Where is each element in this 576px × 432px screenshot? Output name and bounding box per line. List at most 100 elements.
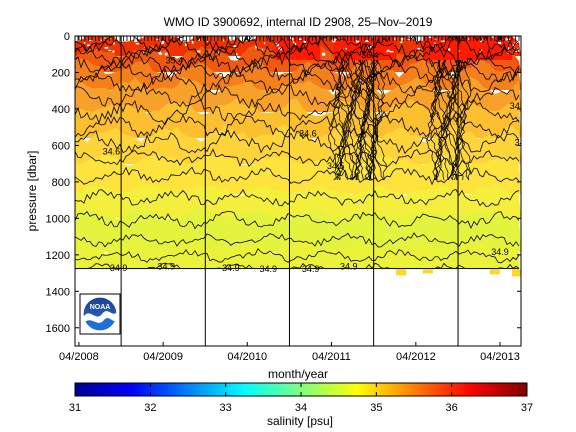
- contour-line: [75, 59, 520, 86]
- contour-line: [373, 59, 387, 181]
- surface-gap: [78, 39, 80, 41]
- contour-label: 34.9: [491, 247, 509, 257]
- surface-gap: [112, 50, 115, 53]
- x-tick-label: 04/2010: [227, 351, 267, 363]
- surface-gap: [367, 45, 372, 47]
- surface-gap: [164, 52, 168, 56]
- surface-gap: [321, 52, 326, 56]
- surface-gap: [334, 38, 337, 41]
- colorbar-tick-label: 34: [295, 402, 307, 414]
- contour-line: [327, 59, 342, 181]
- colorbar-tick-label: 33: [220, 402, 232, 414]
- surface-gap: [233, 45, 237, 49]
- surface-gap: [235, 53, 238, 56]
- colorbar-tick-label: 37: [521, 402, 533, 414]
- contour-line: [458, 59, 472, 181]
- contour-line: [440, 59, 454, 181]
- contour-line: [75, 43, 520, 69]
- surface-gap: [514, 47, 518, 51]
- surface-gap: [506, 47, 510, 50]
- surface-gap: [158, 51, 161, 54]
- surface-gap: [255, 45, 258, 49]
- surface-gap: [480, 49, 483, 52]
- chart-title: WMO ID 3900692, internal ID 2908, 25–Nov…: [164, 15, 433, 29]
- y-tick-label: 400: [52, 104, 70, 116]
- contour-line: [75, 232, 520, 248]
- high-salinity-patch: [422, 36, 513, 60]
- contour-line: [337, 59, 350, 181]
- surface-gap: [156, 39, 160, 41]
- contour-label: 34.7: [510, 101, 528, 111]
- salinity-band: [75, 184, 521, 218]
- surface-gap: [428, 36, 433, 39]
- contour-line: [425, 59, 440, 181]
- surface-gap: [263, 42, 266, 45]
- y-tick-label: 800: [52, 177, 70, 189]
- contour-label: 34.5: [327, 161, 345, 171]
- contour-line: [346, 59, 360, 181]
- y-tick-label: 1200: [46, 250, 70, 262]
- surface-gap: [400, 37, 405, 41]
- surface-gap: [160, 41, 165, 44]
- x-axis: 04/2008 04/2009 04/2010 04/2011 04/2012 04/20…: [59, 36, 520, 363]
- contour-line: [75, 69, 520, 95]
- contour-label: 34.6: [103, 147, 121, 157]
- surface-gap: [260, 49, 263, 51]
- salinity-band: [75, 98, 521, 138]
- contour-line: [451, 59, 466, 181]
- contour-label: 35.4: [166, 55, 184, 65]
- contour-line: [75, 99, 520, 126]
- surface-gap: [113, 42, 115, 45]
- surface-gap: [83, 42, 86, 45]
- surface-gap: [400, 41, 403, 44]
- surface-gap: [345, 47, 347, 50]
- surface-gap: [458, 50, 460, 52]
- contour-line: [371, 59, 385, 181]
- contour-label: 34.9: [158, 261, 176, 271]
- contour-line: [75, 129, 520, 155]
- deep-cast-fill: [422, 269, 433, 274]
- surface-gap: [407, 39, 411, 41]
- y-axis-label: pressure [dbar]: [25, 151, 39, 232]
- deep-cast-fill: [489, 269, 500, 275]
- surface-gap: [504, 37, 507, 41]
- contour-label: 34.9: [302, 264, 320, 274]
- surface-gap: [394, 37, 396, 41]
- contour-line: [431, 59, 446, 181]
- surface-gap: [447, 48, 451, 51]
- surface-gap: [386, 50, 388, 53]
- colorbar-ticks: 31 32 33 34 35 36 37: [69, 383, 533, 414]
- surface-gap: [417, 47, 421, 50]
- surface-gap: [290, 36, 292, 39]
- surface-gap: [196, 50, 201, 53]
- contour-label: 34.6: [299, 128, 317, 138]
- colorbar-label: salinity [psu]: [267, 414, 333, 428]
- x-axis-label: month/year: [268, 367, 328, 381]
- surface-gap: [366, 46, 371, 49]
- surface-gap: [104, 46, 109, 49]
- surface-gap: [144, 46, 146, 48]
- surface-gap: [158, 52, 163, 55]
- salinity-field: [75, 36, 521, 346]
- surface-gap: [298, 38, 303, 40]
- contour-line: [75, 166, 520, 186]
- surface-gap: [491, 36, 494, 38]
- y-tick-label: 0: [64, 31, 70, 43]
- surface-gap: [364, 40, 369, 42]
- contour-line: [359, 59, 373, 181]
- y-tick-label: 1000: [46, 213, 70, 225]
- contour-label: 34.9: [259, 264, 277, 274]
- surface-gap: [355, 40, 360, 43]
- plot-area: 34.9 34.9 34.9 34.9 34.9 34.9 34.9 34.6 34.6 34.5…: [75, 36, 528, 346]
- surface-gap: [108, 49, 112, 52]
- noaa-logo-text: NOAA: [90, 304, 111, 311]
- surface-gap: [440, 40, 445, 42]
- surface-gap: [100, 39, 103, 41]
- contour-line: [357, 59, 371, 181]
- contour-line: [75, 188, 520, 207]
- x-tick-label: 04/2009: [143, 351, 183, 363]
- surface-gap: [134, 39, 138, 43]
- salinity-band: [75, 124, 521, 164]
- contour-line: [75, 248, 520, 264]
- surface-gap: [332, 39, 336, 43]
